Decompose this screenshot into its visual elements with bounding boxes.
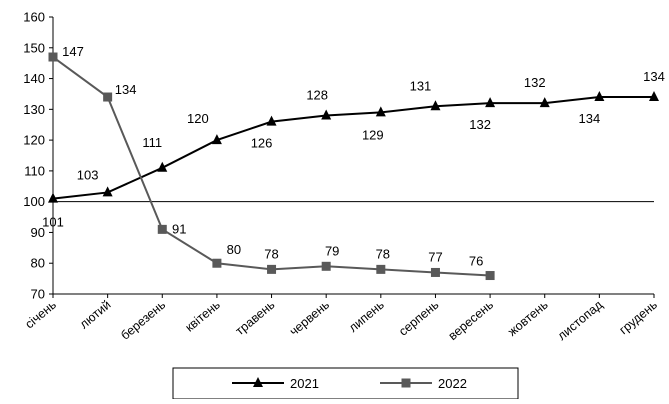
legend-marker-2021 (253, 377, 263, 387)
data-point-2021 (430, 100, 441, 111)
data-label-2021: 120 (187, 111, 209, 126)
data-point-2022 (157, 224, 167, 234)
y-tick-label: 120 (23, 133, 45, 148)
series-line-2021 (52, 96, 654, 200)
data-point-2021 (157, 161, 168, 172)
data-label-2022: 78 (376, 246, 390, 261)
data-point-2022 (321, 261, 331, 271)
data-point-2021 (48, 192, 58, 203)
data-point-2021 (102, 186, 113, 197)
legend-label-2021: 2021 (290, 376, 319, 391)
data-point-2021 (539, 97, 550, 108)
data-label-2022: 79 (325, 243, 339, 258)
x-tick-label: лютий (77, 298, 114, 332)
legend: 2021 2022 (172, 367, 519, 400)
data-label-2022: 80 (227, 242, 241, 257)
data-label-2021: 132 (469, 117, 491, 132)
x-tick-label: липень (346, 298, 387, 335)
data-label-2021: 134 (579, 111, 601, 126)
y-tick-label: 140 (23, 71, 45, 86)
x-tick-label: листопад (555, 297, 606, 343)
legend-marker-2022 (401, 378, 411, 388)
y-tick-label: 100 (23, 194, 45, 209)
data-point-2021 (485, 97, 496, 108)
data-point-2022 (485, 271, 495, 281)
data-point-2022 (267, 264, 277, 274)
x-tick-label: березень (118, 298, 168, 343)
data-point-2022 (103, 92, 113, 102)
data-point-2021 (211, 134, 222, 145)
data-label-2021: 126 (251, 136, 273, 151)
data-label-2022: 76 (469, 254, 483, 269)
data-point-2021 (594, 91, 605, 102)
data-point-2021 (375, 106, 386, 117)
y-tick-label: 90 (31, 225, 45, 240)
legend-label-2022: 2022 (438, 376, 467, 391)
y-tick-label: 110 (24, 163, 45, 178)
data-point-2022 (212, 258, 222, 268)
data-label-2021: 111 (142, 135, 162, 150)
data-point-2021 (649, 91, 659, 102)
data-point-2022 (376, 264, 386, 274)
x-tick-label: квітень (183, 298, 223, 335)
data-point-2022 (48, 52, 58, 62)
y-tick-label: 70 (31, 287, 45, 302)
data-point-2022 (430, 267, 440, 277)
data-label-2022: 134 (115, 82, 137, 97)
x-tick-label: вересень (446, 298, 496, 343)
y-tick-label: 150 (23, 40, 45, 55)
series-lines (48, 52, 659, 281)
axes: 70 80 90 100 110 120 130 140 150 160 січень лютий бе… (22, 10, 660, 344)
data-label-2022: 147 (62, 44, 84, 59)
data-label-2022: 91 (172, 221, 186, 236)
x-tick-label: серпень (396, 298, 441, 339)
data-label-2021: 131 (410, 78, 432, 93)
x-tick-label: грудень (617, 298, 660, 338)
data-label-2022: 78 (264, 246, 278, 261)
x-tick-label: січень (22, 298, 59, 332)
data-label-2022: 77 (428, 249, 442, 264)
x-tick-label: жовтень (505, 298, 550, 339)
data-point-2021 (266, 115, 277, 126)
y-tick-label: 130 (23, 102, 45, 117)
x-tick-label: червень (287, 298, 332, 339)
data-label-2021: 128 (306, 87, 328, 102)
data-label-2021: 129 (362, 127, 384, 142)
y-tick-label: 80 (31, 256, 45, 271)
data-labels: 101 103 111 120 126 128 129 131 132 132 134 134 147 1… (42, 44, 665, 269)
y-tick-label: 160 (23, 10, 45, 25)
data-label-2021: 134 (643, 69, 665, 84)
data-label-2021: 101 (42, 215, 64, 230)
data-point-2021 (321, 109, 332, 120)
data-label-2021: 103 (77, 167, 99, 182)
x-tick-label: травень (233, 298, 278, 339)
data-label-2021: 132 (524, 75, 546, 90)
